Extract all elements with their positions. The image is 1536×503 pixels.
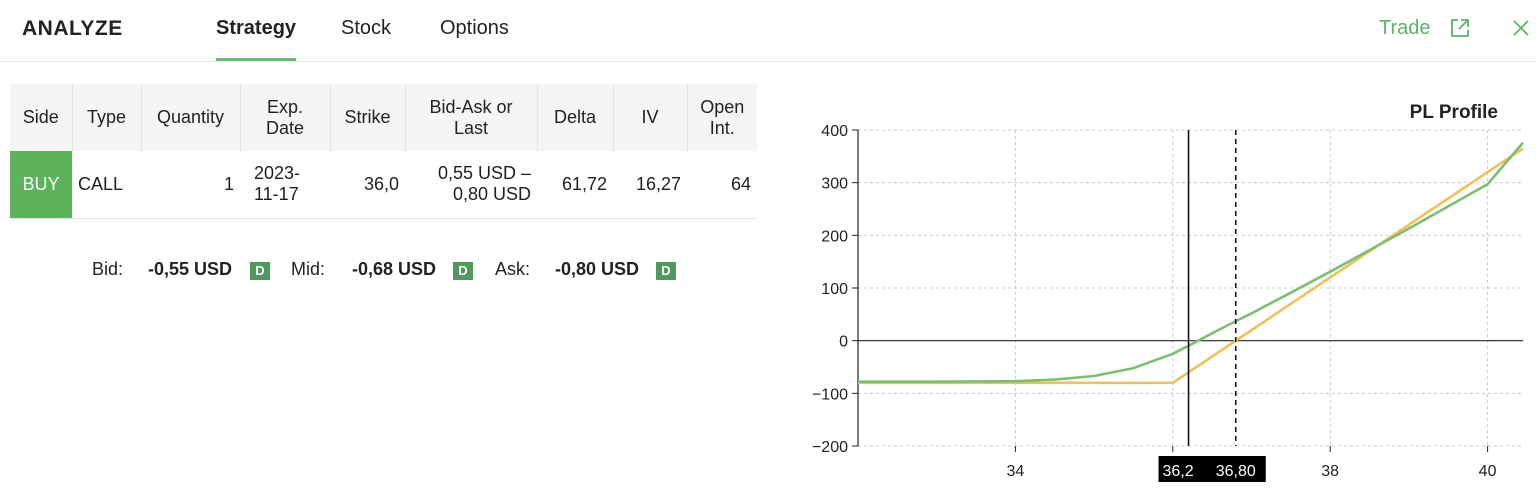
chart-title: PL Profile [1410, 102, 1498, 123]
trade-link[interactable]: Trade [1379, 17, 1431, 39]
type-cell: CALL [72, 151, 141, 219]
col-strike: Strike [330, 84, 406, 151]
table-header-row: Side Type Quantity Exp. Date Strike Bid-A… [10, 84, 757, 151]
active-tab-indicator [216, 58, 296, 61]
col-bid-ask: Bid-Ask or Last [405, 84, 538, 151]
close-icon[interactable] [1511, 18, 1531, 38]
quantity-cell[interactable]: 1 [141, 151, 240, 219]
col-delta: Delta [537, 84, 614, 151]
strike-cell[interactable]: 36,0 [330, 151, 405, 219]
bid-d-badge[interactable]: D [250, 262, 270, 280]
ask-d-badge[interactable]: D [656, 262, 676, 280]
open-int-cell: 64 [687, 151, 757, 219]
ask-label: Ask: [495, 259, 531, 279]
col-iv: IV [613, 84, 688, 151]
y-tick-label: 200 [821, 228, 848, 245]
x-tick-label: 40 [1479, 463, 1497, 480]
x-tick-label: 34 [1006, 463, 1024, 480]
mid-label: Mid: [291, 259, 326, 279]
col-quantity: Quantity [141, 84, 241, 151]
breakeven-label: 36,80 [1216, 463, 1256, 480]
bid-label: Bid: [92, 259, 124, 279]
y-tick-label: 300 [821, 176, 848, 193]
mid-value: -0,68 USD [352, 259, 437, 279]
header: ANALYZE Strategy Stock Options Trade [0, 0, 1536, 62]
app-title: ANALYZE [22, 17, 123, 40]
col-side: Side [10, 84, 73, 151]
current-price-label: 36,2 [1163, 463, 1194, 480]
y-tick-label: 400 [821, 123, 848, 140]
y-tick-label: −200 [812, 439, 848, 456]
mid-d-badge[interactable]: D [453, 262, 473, 280]
col-exp-date: Exp. Date [240, 84, 331, 151]
external-link-icon[interactable] [1449, 17, 1471, 39]
y-tick-label: 0 [839, 334, 848, 351]
bid-ask-cell: 0,55 USD –0,80 USD [405, 151, 537, 219]
ask-value: -0,80 USD [555, 259, 640, 279]
iv-cell: 16,27 [613, 151, 687, 219]
pl-today-line [858, 141, 1524, 383]
exp-date-cell: 2023- 11-17 [240, 151, 330, 219]
tab-stock[interactable]: Stock [341, 17, 392, 39]
pl-profile-chart: PL Profile −200−100010020030040034363840… [812, 102, 1524, 482]
col-open-int: Open Int. [687, 84, 757, 151]
bid-value: -0,55 USD [148, 259, 233, 279]
table-row[interactable]: BUY CALL 1 2023- 11-17 36,0 0,55 USD –0,8… [10, 151, 757, 219]
tab-options[interactable]: Options [440, 17, 509, 39]
delta-cell: 61,72 [537, 151, 613, 219]
y-tick-label: −100 [812, 386, 848, 403]
x-tick-label: 38 [1321, 463, 1339, 480]
y-tick-label: 100 [821, 281, 848, 298]
side-cell[interactable]: BUY [10, 151, 72, 219]
tab-strategy[interactable]: Strategy [216, 17, 297, 39]
pl-expiry-line [858, 147, 1524, 385]
marker-label-background [1158, 456, 1266, 482]
col-type: Type [72, 84, 142, 151]
strategy-legs-table: Side Type Quantity Exp. Date Strike Bid-A… [10, 84, 757, 219]
